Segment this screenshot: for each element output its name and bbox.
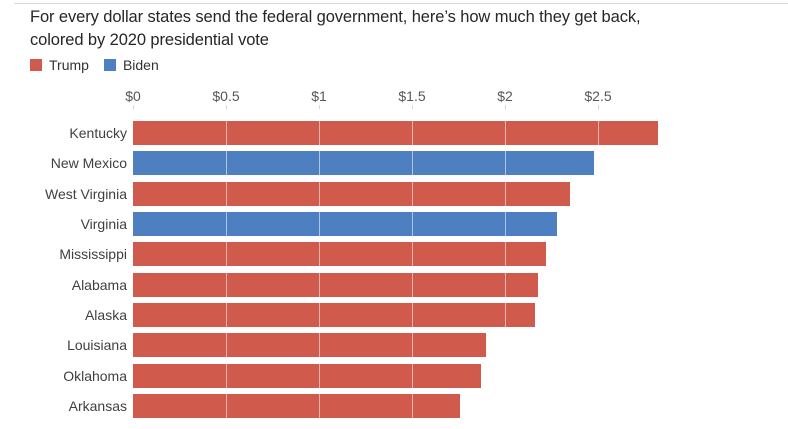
x-axis-tick-label: $0	[125, 88, 141, 104]
bar-kentucky	[133, 121, 658, 145]
bar-new-mexico	[133, 151, 595, 176]
chart-title-line-1: For every dollar states send the federal…	[30, 8, 641, 26]
legend: Trump Biden	[30, 57, 159, 73]
biden-color-swatch	[103, 59, 116, 71]
legend-label-biden: Biden	[122, 57, 159, 73]
bar-arkansas	[133, 394, 461, 419]
x-axis-tick-mark	[319, 105, 320, 109]
gridline	[226, 121, 227, 419]
state-label: Oklahoma	[63, 367, 127, 384]
gridline	[598, 121, 599, 419]
bar-louisiana	[133, 333, 487, 358]
chart-title: For every dollar states send the federal…	[30, 6, 641, 51]
state-label: West Virginia	[45, 185, 127, 202]
x-axis-tick-mark	[133, 105, 134, 109]
x-axis-tick-mark	[412, 105, 413, 109]
bar-alabama	[133, 272, 539, 297]
gridline	[412, 121, 413, 419]
x-axis-tick-label: $2.5	[584, 88, 612, 104]
gridline	[319, 121, 320, 419]
x-axis-tick-mark	[226, 105, 227, 109]
top-divider	[14, 3, 788, 4]
x-axis-tick-label: $1	[311, 88, 327, 104]
state-label: Alaska	[84, 307, 127, 324]
state-label: Alabama	[71, 276, 127, 293]
legend-item-trump: Trump	[30, 57, 89, 73]
x-axis-tick-mark	[505, 105, 506, 109]
state-label: New Mexico	[50, 155, 127, 172]
state-label: Virginia	[80, 216, 127, 233]
legend-item-biden: Biden	[103, 57, 159, 73]
x-axis-tick-mark	[598, 105, 599, 109]
bar-virginia	[133, 212, 558, 237]
bar-west-virginia	[133, 181, 571, 206]
state-label: Louisiana	[67, 337, 127, 354]
state-label: Kentucky	[69, 125, 127, 141]
state-label: Mississippi	[59, 246, 127, 263]
bar-oklahoma	[133, 363, 481, 388]
legend-label-trump: Trump	[49, 57, 89, 73]
state-label: Arkansas	[68, 398, 127, 415]
trump-color-swatch	[30, 59, 42, 71]
x-axis-tick-label: $1.5	[398, 88, 426, 104]
chart-title-line-2: colored by 2020 presidential vote	[30, 30, 269, 49]
bar-alaska	[133, 303, 535, 328]
gridline	[505, 121, 506, 419]
x-axis-tick-label: $2	[497, 88, 513, 104]
x-axis-tick-label: $0.5	[212, 88, 240, 104]
bar-mississippi	[133, 242, 546, 267]
